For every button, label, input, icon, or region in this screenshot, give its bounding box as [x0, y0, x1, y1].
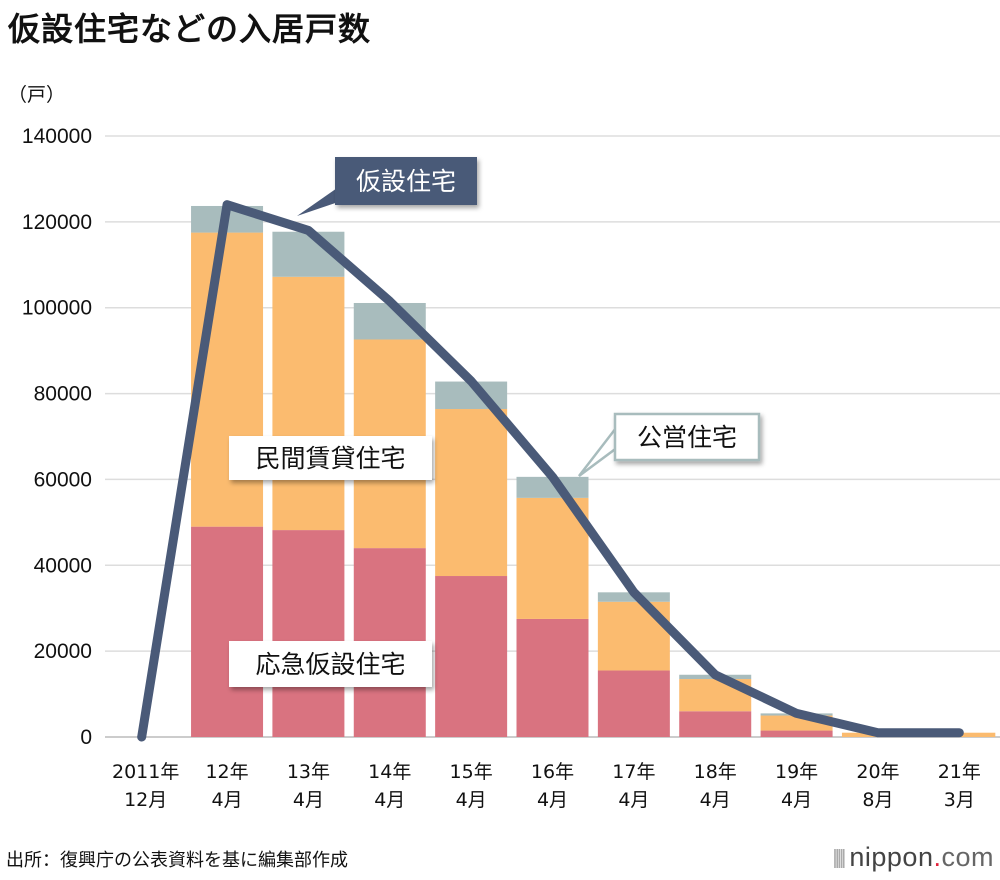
y-axis-ticks: 0 20000 40000 60000 80000 100000 120000 140000	[22, 125, 92, 749]
x-tick-label: 13年	[287, 761, 330, 783]
x-tick-label: 14年	[368, 761, 411, 783]
x-tick-label: 20年	[856, 761, 899, 783]
y-tick-label: 100000	[22, 297, 92, 320]
x-tick-label: 2011年	[112, 761, 179, 783]
y-tick-label: 120000	[22, 211, 92, 234]
bar-private	[435, 409, 508, 577]
bar-emergency	[679, 711, 752, 737]
x-tick-label: 4月	[374, 789, 405, 811]
x-tick-label: 17年	[612, 761, 655, 783]
logo-suffix: com	[941, 842, 994, 872]
x-axis-ticks: 2011年 12月 12年 4月 13年 4月 14年 4月 15年 4月 16年 4月 17年 4月 18…	[112, 761, 981, 811]
y-tick-label: 140000	[22, 125, 92, 148]
bar-emergency	[191, 526, 264, 737]
bar-series	[191, 205, 996, 737]
y-tick-label: 40000	[34, 554, 92, 577]
bar-emergency	[760, 730, 833, 737]
bar-emergency	[272, 530, 345, 737]
x-tick-label: 4月	[618, 789, 649, 811]
chart-plot: 020000400006000080000100000120000140000 …	[22, 125, 1000, 811]
callout-private: 民間賃貸住宅	[229, 436, 432, 480]
bar-emergency	[435, 576, 508, 737]
source-note: 出所：復興庁の公表資料を基に編集部作成	[6, 850, 348, 871]
x-tick-label: 19年	[775, 761, 818, 783]
chart-title: 仮設住宅などの入居戸数	[8, 10, 372, 48]
callout-line-box	[335, 157, 477, 205]
callout-private-box	[229, 436, 432, 480]
logo-dot: .	[933, 842, 942, 872]
bar-public	[516, 476, 589, 498]
x-tick-label: 3月	[944, 789, 975, 811]
x-tick-label: 12月	[124, 789, 167, 811]
callout-emergency-box	[229, 641, 432, 687]
y-tick-label: 80000	[34, 383, 92, 406]
x-tick-label: 16年	[531, 761, 574, 783]
nippon-logo[interactable]: ||||| nippon.com	[832, 842, 994, 873]
x-tick-label: 4月	[700, 789, 731, 811]
y-tick-label: 60000	[34, 468, 92, 491]
x-tick-label: 18年	[694, 761, 737, 783]
callout-emergency: 応急仮設住宅	[229, 641, 432, 687]
callout-public: 公営住宅	[613, 412, 761, 462]
x-tick-label: 21年	[938, 761, 981, 783]
x-tick-label: 4月	[211, 789, 242, 811]
x-tick-label: 12年	[205, 761, 248, 783]
logo-main: nippon	[849, 842, 934, 872]
y-tick-label: 20000	[34, 640, 92, 663]
bar-emergency	[597, 670, 670, 737]
x-tick-label: 4月	[537, 789, 568, 811]
callout-emergency-text: 応急仮設住宅	[255, 650, 405, 679]
y-tick-label: 0	[80, 726, 92, 749]
callout-private-text: 民間賃貸住宅	[255, 444, 405, 473]
callout-public-box	[613, 412, 761, 462]
bar-emergency	[516, 618, 589, 737]
callout-line-text: 仮設住宅	[356, 167, 456, 196]
vertical-bars-icon: |||||	[832, 847, 846, 869]
y-unit-label: （戸）	[8, 84, 66, 106]
x-tick-label: 8月	[862, 789, 893, 811]
x-tick-label: 15年	[450, 761, 493, 783]
callout-public-text: 公営住宅	[637, 423, 737, 452]
x-tick-label: 4月	[781, 789, 812, 811]
line-series	[137, 200, 964, 742]
x-tick-label: 4月	[456, 789, 487, 811]
callout-line: 仮設住宅	[335, 157, 477, 205]
line-temporary-housing	[137, 200, 964, 742]
x-tick-label: 4月	[293, 789, 324, 811]
bar-private	[272, 276, 345, 531]
